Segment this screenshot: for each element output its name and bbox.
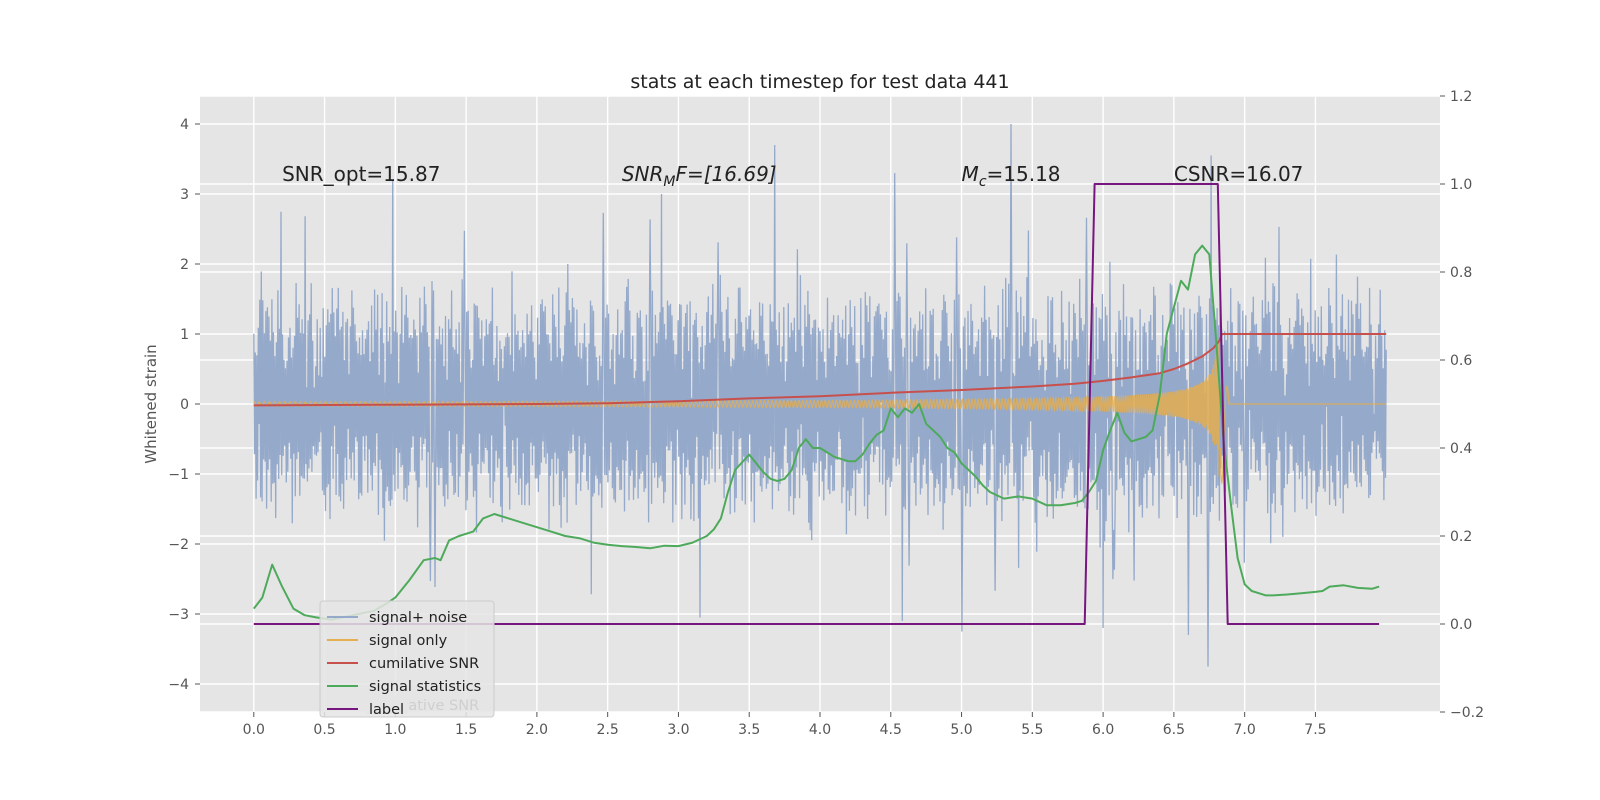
y-tick-label: −1: [168, 467, 189, 483]
x-tick-label: 2.0: [526, 722, 548, 738]
legend-label-1: signal only: [369, 633, 448, 649]
legend-ghost-mask: [366, 696, 408, 714]
x-tick-label: 1.5: [455, 722, 477, 738]
annotation-0: SNR_opt=15.87: [282, 162, 440, 186]
annotation-1: SNRMF=[16.69]: [622, 162, 777, 190]
x-tick-label: 1.0: [384, 722, 406, 738]
x-tick-label: 7.0: [1234, 722, 1256, 738]
y2-tick-label: 0.8: [1450, 265, 1472, 281]
y-tick-label: 1: [180, 327, 189, 343]
x-tick-label: 3.5: [738, 722, 760, 738]
legend-label-3: signal statistics: [369, 679, 481, 695]
series-layer: [253, 123, 1387, 667]
x-tick-label: 3.0: [667, 722, 689, 738]
axes: 0.0 0.5 1.0 1.5 2.0 2.5 3.0 3.5 4.0 4.5 5.0 5.5 6.0 6…: [168, 89, 1484, 738]
x-tick-label: 6.5: [1163, 722, 1185, 738]
series-label: [253, 183, 1380, 625]
y-tick-label: −4: [168, 677, 189, 693]
legend-label-2: cumilative SNR: [369, 656, 479, 672]
x-tick-label: 5.0: [950, 722, 972, 738]
legend-box: [319, 600, 495, 718]
y-tick-label: 3: [180, 187, 189, 203]
annotations: SNR_opt=15.87 SNRMF=[16.69] Mc=15.18 CSNR=1…: [282, 162, 1303, 190]
x-tick-label: 0.5: [313, 722, 335, 738]
y2-tick-label: 1.0: [1450, 177, 1472, 193]
x-tick-label: 6.0: [1092, 722, 1114, 738]
y2-tick-label: 1.2: [1450, 89, 1472, 105]
y2-tick-label: 0.6: [1450, 353, 1472, 369]
legend-label-4: label: [369, 702, 404, 718]
y2-tick-label: 0.0: [1450, 617, 1472, 633]
series-signal-noise: [253, 123, 1387, 667]
y-tick-label: 0: [180, 397, 189, 413]
annotation-3: CSNR=16.07: [1174, 162, 1304, 186]
y2-tick-label: 0.2: [1450, 529, 1472, 545]
series-cumilative-snr: [253, 333, 1387, 407]
legend-label-0: signal+ noise: [369, 610, 467, 626]
y2-tick-label: 0.4: [1450, 441, 1472, 457]
y-axis-label: Whitened strain: [142, 344, 160, 463]
y-tick-label: 2: [180, 257, 189, 273]
x-tick-label: 2.5: [597, 722, 619, 738]
y2-tick-label: −0.2: [1450, 705, 1484, 721]
y-tick-label: −3: [168, 607, 189, 623]
y-tick-label: 4: [180, 117, 189, 133]
x-tick-label: 4.5: [880, 722, 902, 738]
x-tick-label: 4.0: [809, 722, 831, 738]
x-tick-label: 7.5: [1304, 722, 1326, 738]
chart-title: stats at each timestep for test data 441: [630, 71, 1009, 93]
annotation-2: Mc=15.18: [962, 162, 1061, 190]
y-tick-label: −2: [168, 537, 189, 553]
series-signal-only: [253, 343, 1387, 485]
x-tick-label: 5.5: [1021, 722, 1043, 738]
x-tick-label: 0.0: [243, 722, 265, 738]
series-signal-statistics: [253, 244, 1380, 621]
